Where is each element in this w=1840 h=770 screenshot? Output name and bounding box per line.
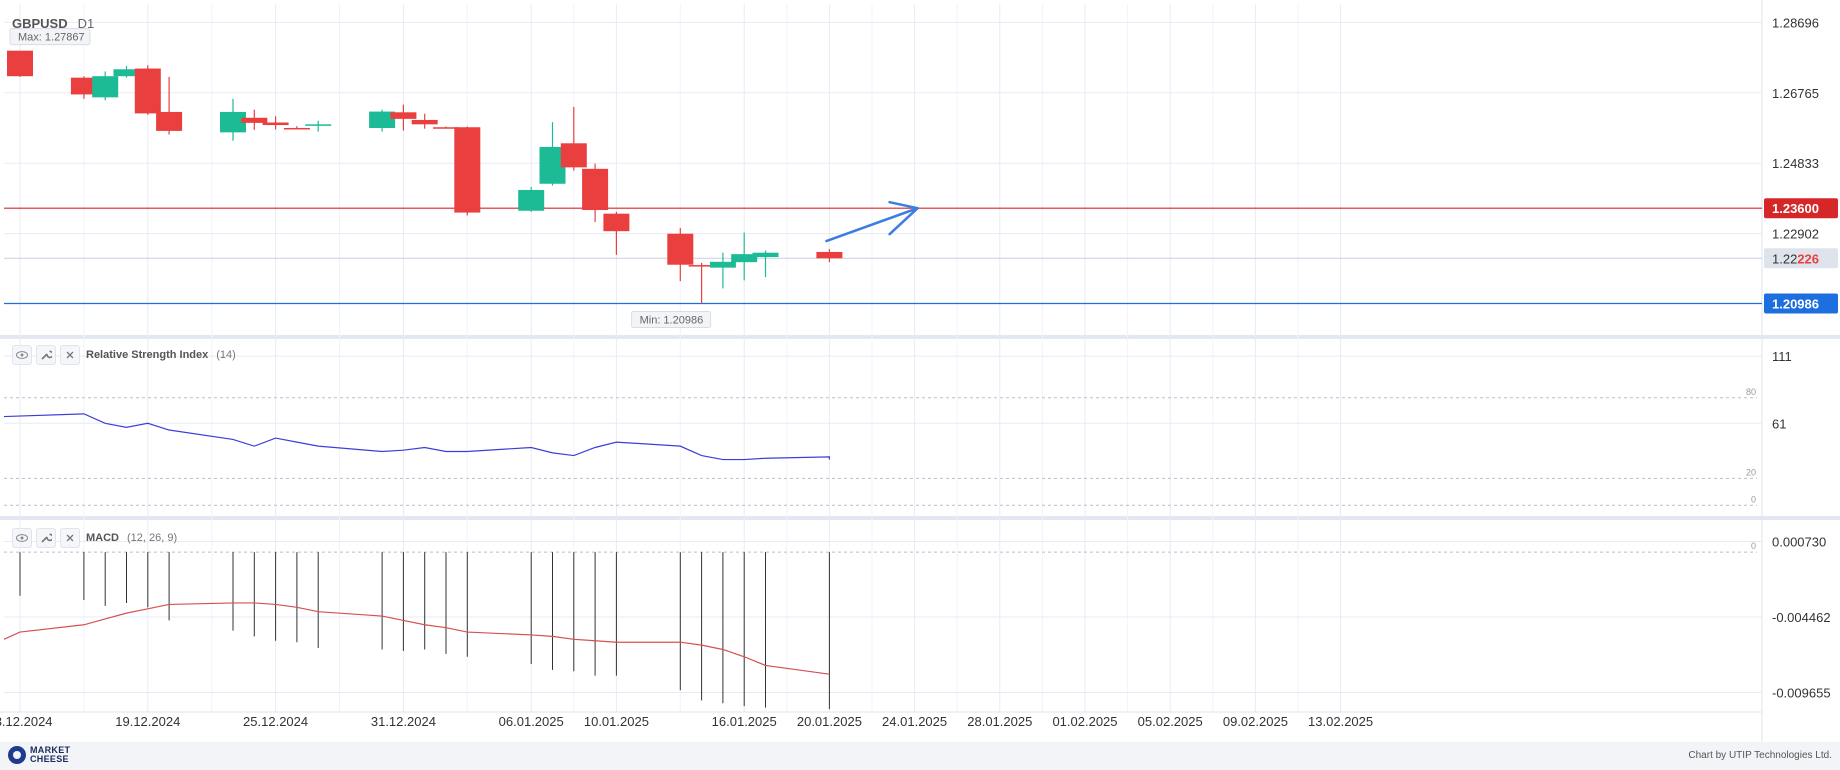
rsi-level-label: 0 (1751, 494, 1756, 504)
candle-body (156, 111, 183, 131)
logo-icon (8, 746, 26, 764)
y-tick-label: 1.24833 (1772, 156, 1819, 171)
candle-body (283, 127, 310, 130)
macd-y-tick-label: -0.004462 (1772, 610, 1831, 625)
candle-body (731, 254, 758, 263)
macd-settings-button[interactable] (36, 528, 56, 548)
candle-body (92, 76, 119, 98)
timeframe-label: D1 (77, 16, 95, 31)
x-tick-label: 19.12.2024 (115, 714, 180, 729)
candle-body (518, 189, 545, 211)
x-tick-label: 05.02.2025 (1138, 714, 1203, 729)
symbol-title: GBPUSD D1 (12, 16, 94, 31)
x-tick-label: 09.02.2025 (1223, 714, 1288, 729)
candle-body (241, 117, 268, 123)
eye-icon (16, 351, 28, 359)
rsi-panel-header: Relative Strength Index (14) (12, 345, 236, 365)
symbol-name: GBPUSD (12, 16, 68, 31)
candle-body (7, 50, 33, 77)
candle-body (134, 68, 161, 114)
eye-icon (16, 534, 28, 542)
wrench-icon (41, 350, 52, 360)
support-price-badge (1764, 293, 1838, 314)
rsi-close-button[interactable] (60, 345, 80, 365)
candle-body (560, 143, 587, 168)
x-tick-label: 20.01.2025 (797, 714, 862, 729)
current-price-suffix: 226 (1797, 251, 1819, 266)
current-price-label: 1.22226 (1772, 251, 1819, 266)
rsi-name: Relative Strength Index (86, 349, 209, 361)
candle-body (70, 77, 97, 95)
support-price-label: 1.20986 (1772, 297, 1819, 312)
candle-body (433, 127, 459, 129)
max-callout-label: Max: 1.27867 (18, 32, 85, 44)
forecast-arrow-head (888, 200, 919, 236)
macd-y-tick-label: 0.000730 (1772, 534, 1826, 549)
x-tick-label: 01.02.2025 (1052, 714, 1117, 729)
chart-credit: Chart by UTIP Technologies Ltd. (1688, 750, 1832, 761)
x-tick-label: 13.02.2025 (1308, 714, 1373, 729)
x-tick-label: 06.01.2025 (499, 714, 564, 729)
min-callout-box (631, 311, 712, 329)
candle-body (688, 265, 715, 267)
macd-name: MACD (86, 532, 119, 544)
candle-body (305, 124, 332, 126)
candle-body (411, 119, 438, 125)
y-tick-label: 1.28696 (1772, 15, 1819, 30)
market-cheese-logo: MARKET CHEESE (8, 746, 70, 764)
macd-params: (12, 26, 9) (127, 532, 178, 544)
resistance-price-label: 1.23600 (1772, 201, 1819, 216)
footer-bar: MARKET CHEESE Chart by UTIP Technologies … (0, 742, 1840, 770)
close-icon (66, 534, 74, 542)
x-tick-label: 28.01.2025 (967, 714, 1032, 729)
candle-body (369, 111, 396, 128)
candle-body (390, 112, 417, 119)
x-tick-label: 25.12.2024 (243, 714, 308, 729)
x-tick-label: 10.01.2025 (584, 714, 649, 729)
candle-body (709, 261, 736, 268)
macd-y-tick-label: -0.009655 (1772, 685, 1831, 700)
current-price-badge (1764, 248, 1838, 269)
rsi-y-tick-label: 111 (1772, 349, 1792, 364)
x-tick-label: 16.01.2025 (712, 714, 777, 729)
logo-text: MARKET CHEESE (30, 745, 71, 764)
candle-body (454, 127, 481, 213)
x-tick-label: 13.12.2024 (0, 714, 53, 729)
x-tick-label: 24.01.2025 (882, 714, 947, 729)
panel-divider (0, 516, 1840, 520)
candle-body (603, 213, 630, 232)
candle-body (220, 111, 246, 133)
resistance-price-badge (1764, 198, 1838, 219)
candle-body (113, 69, 140, 77)
macd-close-button[interactable] (60, 528, 80, 548)
rsi-params: (14) (216, 349, 236, 361)
panel-divider (0, 335, 1840, 339)
candle-body (262, 122, 289, 126)
max-callout-box (9, 28, 91, 46)
y-tick-label: 1.26765 (1772, 86, 1819, 101)
candle-body (752, 252, 779, 258)
x-tick-label: 31.12.2024 (371, 714, 436, 729)
rsi-settings-button[interactable] (36, 345, 56, 365)
rsi-visibility-button[interactable] (12, 345, 32, 365)
close-icon (66, 351, 74, 359)
macd-visibility-button[interactable] (12, 528, 32, 548)
rsi-line (3, 413, 831, 461)
candle-body (816, 251, 843, 259)
current-price-prefix: 1.22 (1772, 251, 1797, 266)
forecast-arrow-shaft (825, 206, 919, 243)
macd-signal-line (3, 602, 830, 675)
min-callout-label: Min: 1.20986 (640, 315, 704, 327)
macd-panel-header: MACD (12, 26, 9) (12, 528, 177, 548)
rsi-y-tick-label: 61 (1772, 416, 1786, 431)
candle-body (582, 168, 609, 211)
candle-body (667, 233, 694, 265)
rsi-level-label: 80 (1746, 387, 1756, 397)
y-tick-label: 1.22902 (1772, 227, 1819, 242)
rsi-level-label: 20 (1746, 467, 1756, 477)
wrench-icon (41, 533, 52, 543)
macd-zero-label: 0 (1751, 541, 1756, 551)
